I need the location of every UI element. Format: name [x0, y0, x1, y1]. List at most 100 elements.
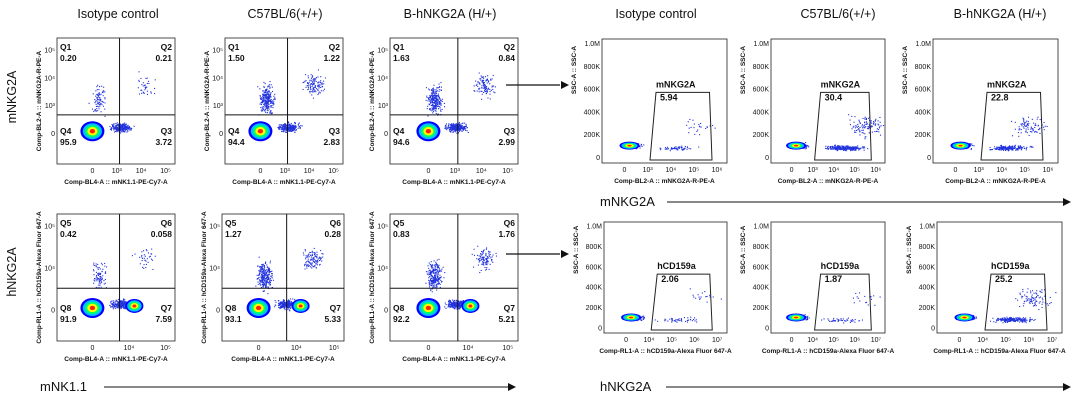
- column-title: Isotype control: [615, 7, 696, 21]
- upper-event-dot: [265, 282, 267, 284]
- gate-sparse-event-dot: [865, 119, 867, 121]
- upper-event-dot: [436, 96, 438, 98]
- q3-event-dot: [452, 299, 454, 301]
- gate-sparse-event-dot: [882, 125, 884, 127]
- q3-event-dot: [124, 122, 126, 124]
- gate-sparse-event-dot: [879, 126, 881, 128]
- upper-event-dot: [265, 98, 267, 100]
- upper-event-dot: [436, 284, 438, 286]
- y-tick-label: 10⁴: [377, 75, 388, 82]
- upper-event-dot: [431, 91, 433, 93]
- q2-event-dot: [479, 83, 481, 85]
- gate-tail-event-dot: [845, 145, 847, 147]
- q3-event-dot: [290, 130, 292, 132]
- q2-event-dot: [318, 257, 320, 259]
- q3-event-dot: [278, 126, 280, 128]
- gate-tail-event-dot: [1024, 147, 1026, 149]
- q3-event-dot: [454, 131, 456, 133]
- q2-event-dot: [312, 251, 314, 253]
- upper-event-dot: [269, 95, 271, 97]
- gate-tail-event-dot: [676, 149, 678, 151]
- gate-tail-event-dot: [858, 149, 860, 151]
- q2-event-dot: [306, 265, 308, 267]
- q2-event-dot: [310, 88, 312, 90]
- q3-event-dot: [124, 299, 126, 301]
- q2-event-dot: [305, 74, 307, 76]
- upper-event-dot: [435, 103, 437, 105]
- upper-event-dot: [259, 284, 261, 286]
- q3-event-dot: [449, 306, 451, 308]
- q3-event-dot: [298, 126, 300, 128]
- q2-event-dot: [495, 252, 497, 254]
- upper-event-dot: [261, 98, 263, 100]
- x-tick-label: 10⁵: [328, 168, 339, 175]
- upper-event-dot: [267, 274, 269, 276]
- upper-event-dot: [266, 104, 268, 106]
- upper-event-dot: [256, 274, 258, 276]
- gate-sparse-event-dot: [864, 116, 866, 118]
- q3-event-dot: [467, 132, 469, 134]
- upper-event-dot: [265, 273, 267, 275]
- gate-tail-event-dot: [847, 145, 849, 147]
- gate-sparse-event-dot: [858, 128, 860, 130]
- q2-event-dot: [487, 257, 489, 259]
- upper-event-dot: [263, 109, 265, 111]
- q3-event-dot: [299, 127, 301, 129]
- upper-event-dot: [432, 282, 434, 284]
- column-title: Isotype control: [77, 7, 158, 21]
- q2-event-dot: [307, 256, 309, 258]
- upper-event-dot: [428, 279, 430, 281]
- upper-event-dot: [262, 93, 264, 95]
- q2-event-dot: [315, 261, 317, 263]
- upper-event-dot: [432, 99, 434, 101]
- upper-event-dot: [440, 109, 442, 111]
- upper-event-dot: [92, 269, 94, 271]
- gate-sparse-event-dot: [857, 123, 859, 125]
- upper-event-dot: [261, 106, 263, 108]
- gate-sparse-event-dot: [867, 117, 869, 119]
- q3-event-dot: [294, 128, 296, 130]
- q3-event-dot: [282, 129, 284, 131]
- q2-event-dot: [310, 252, 312, 254]
- q2-event-dot: [131, 255, 133, 257]
- q2-event-dot: [312, 79, 314, 81]
- q2-event-dot: [312, 265, 314, 267]
- q3-event-dot: [290, 126, 292, 128]
- upper-event-dot: [262, 276, 264, 278]
- q3-event-dot: [454, 124, 456, 126]
- upper-event-dot: [431, 275, 433, 277]
- q2-event-dot: [486, 89, 488, 91]
- q3-event-dot: [452, 125, 454, 127]
- q3-event-dot: [113, 307, 115, 309]
- gate-sparse-event-dot: [861, 132, 863, 134]
- upper-event-dot: [269, 97, 271, 99]
- upper-event-dot: [263, 272, 265, 274]
- q3-event-dot: [279, 301, 281, 303]
- upper-event-dot: [264, 269, 266, 271]
- upper-event-dot: [437, 101, 439, 103]
- q2-event-dot: [489, 263, 491, 265]
- q2-event-dot: [482, 251, 484, 253]
- upper-event-dot: [271, 105, 273, 107]
- q2-event-dot: [306, 256, 308, 258]
- q3-event-dot: [453, 305, 455, 307]
- upper-event-dot: [437, 113, 439, 115]
- upper-event-dot: [266, 276, 268, 278]
- upper-event-dot: [97, 263, 99, 265]
- upper-event-dot: [436, 283, 438, 285]
- x-tick-label: 0: [426, 345, 430, 352]
- q2-event-dot: [312, 257, 314, 259]
- q2-event-dot: [146, 93, 148, 95]
- q2-event-dot: [478, 72, 480, 74]
- gate-tail-event-dot: [679, 146, 681, 148]
- q2-event-dot: [306, 85, 308, 87]
- upper-event-dot: [427, 271, 429, 273]
- y-tick-label: 600K: [753, 87, 770, 94]
- q3-event-dot: [448, 300, 450, 302]
- gate-tail-event-dot: [835, 149, 837, 151]
- gate-sparse-event-dot: [859, 129, 861, 131]
- q3-event-dot: [120, 304, 122, 306]
- q3-event-dot: [461, 301, 463, 303]
- upper-event-dot: [98, 272, 100, 274]
